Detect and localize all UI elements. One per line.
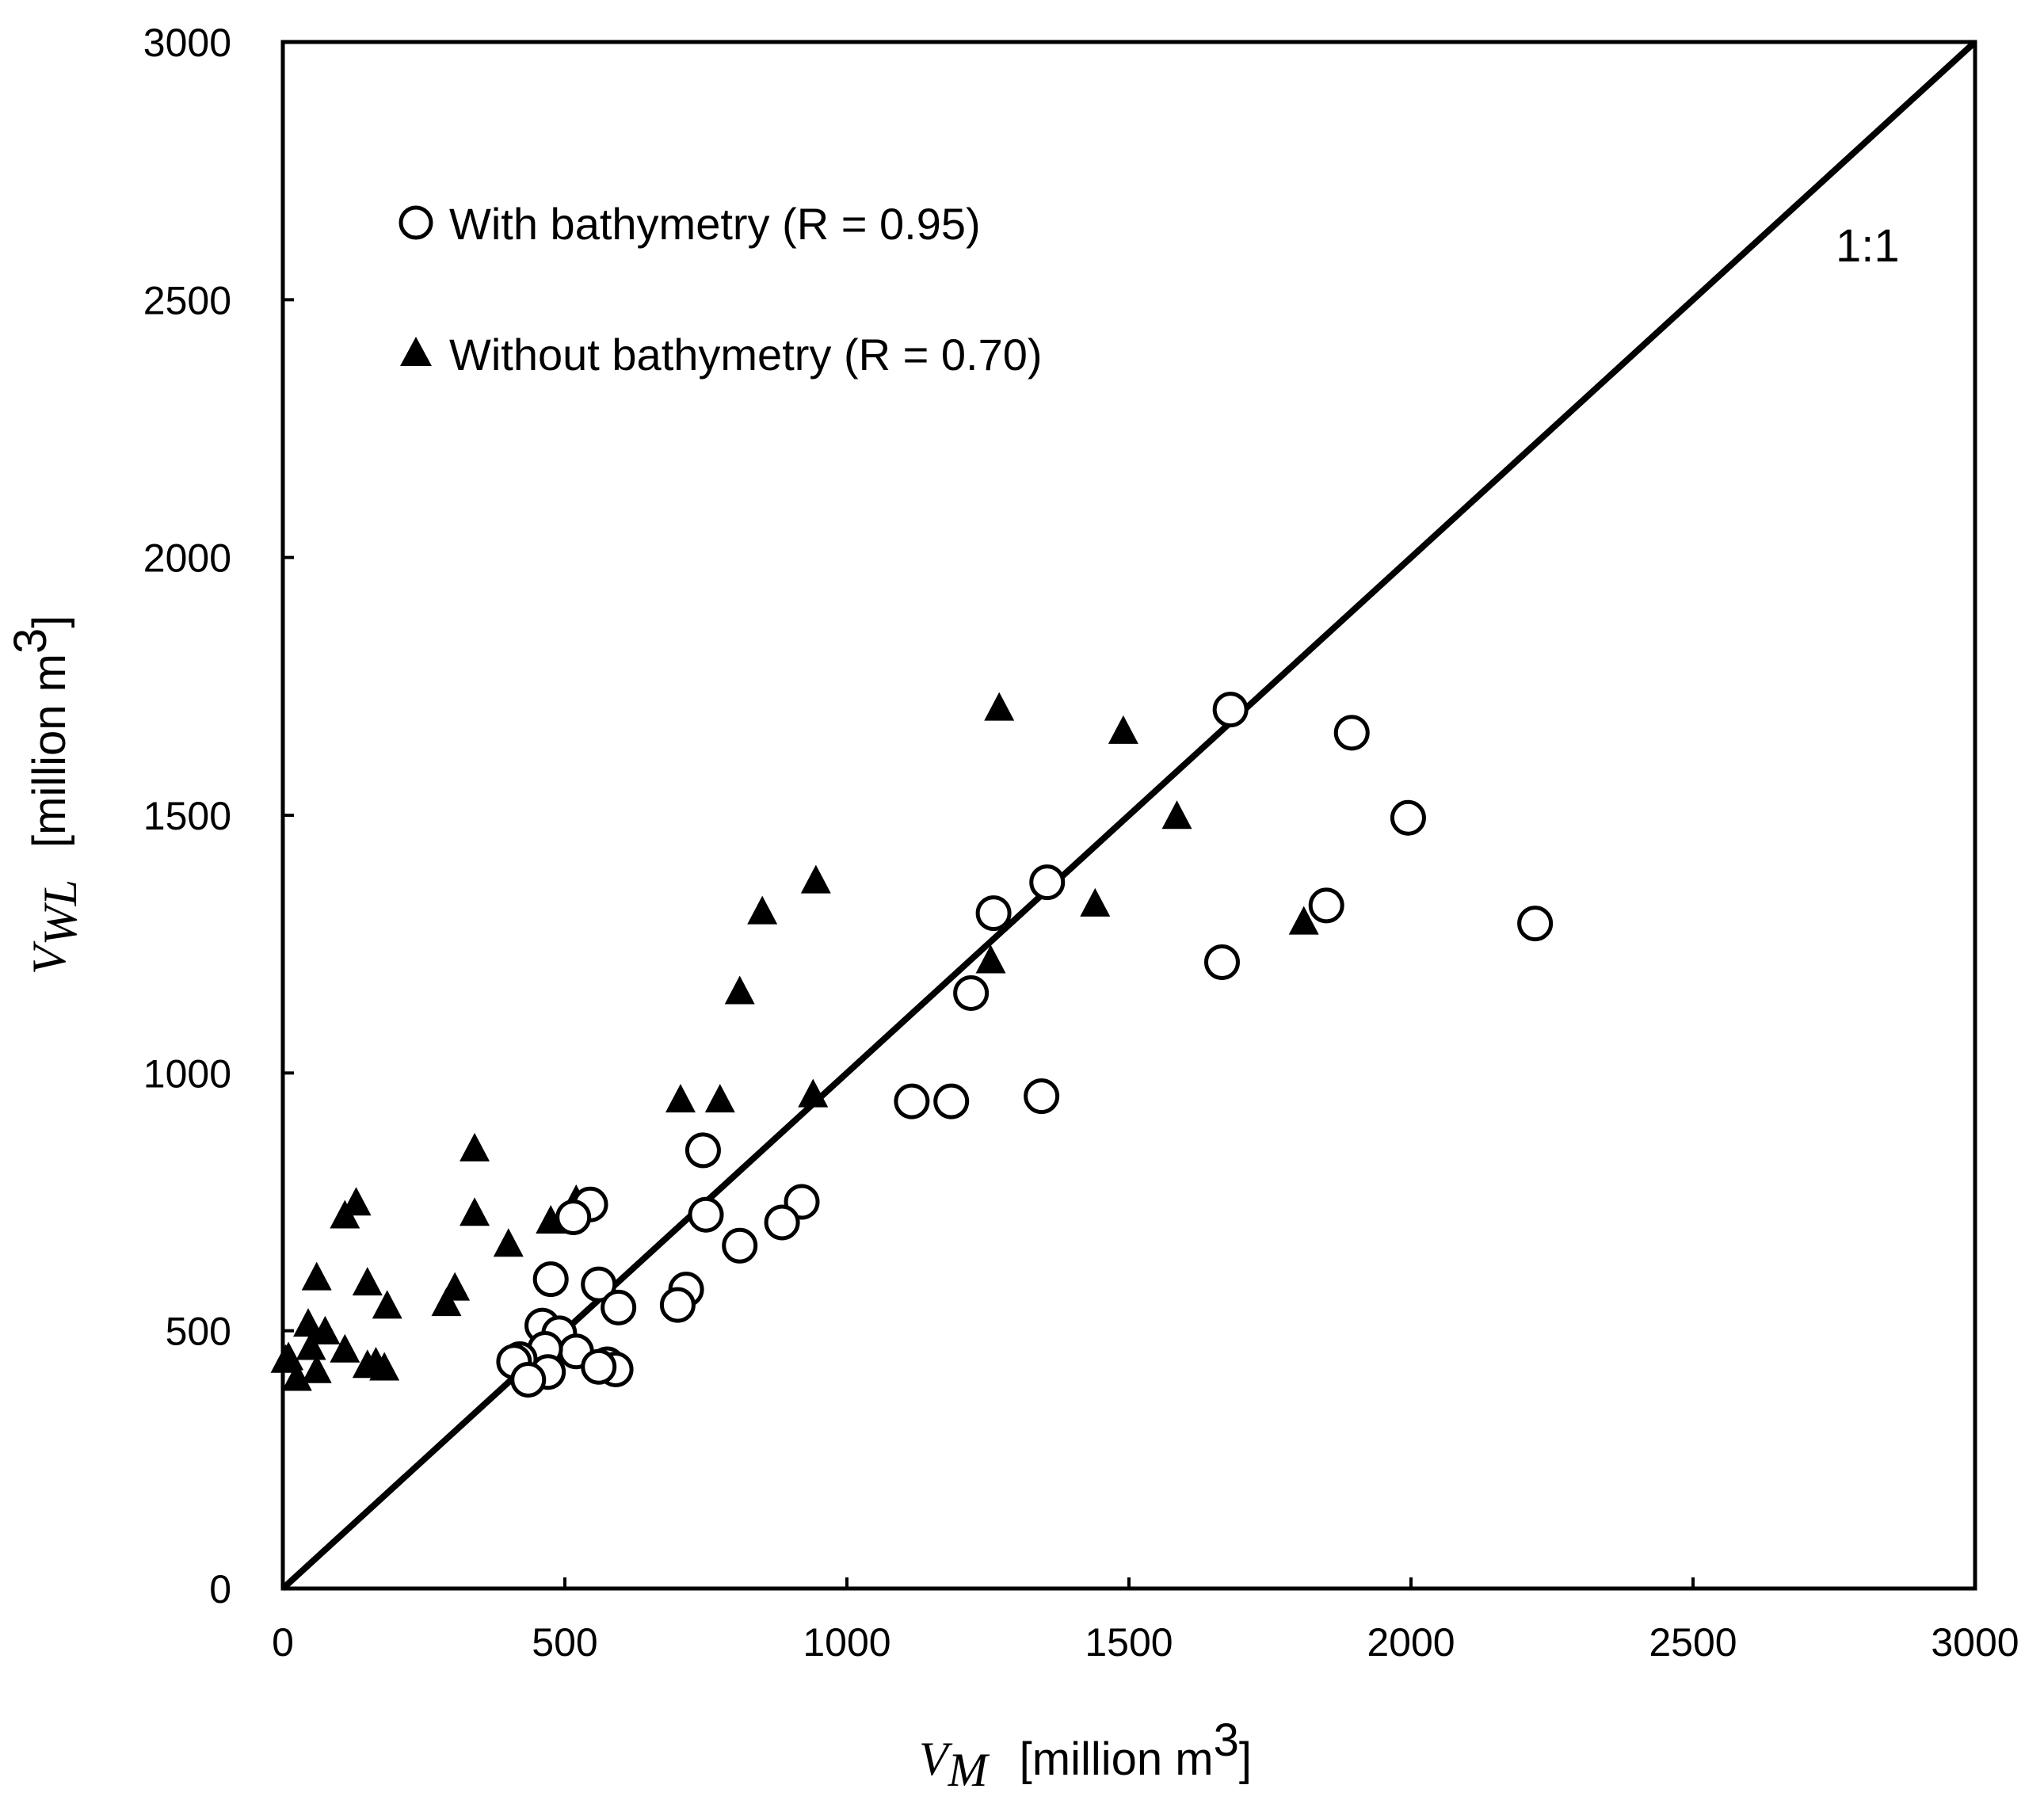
without-bathymetry-point — [724, 975, 755, 1005]
with-bathymetry-point — [953, 974, 990, 1011]
without-bathymetry-point — [281, 1362, 312, 1391]
with-bathymetry-point — [894, 1083, 930, 1119]
x-axis-variable-subscript: M — [948, 1744, 990, 1796]
x-axis-variable: V — [919, 1733, 953, 1785]
with-bathymetry-point — [933, 1083, 970, 1119]
x-tick-label: 1000 — [803, 1620, 890, 1665]
x-tick-label: 1500 — [1085, 1620, 1173, 1665]
without-bathymetry-point — [984, 692, 1015, 721]
without-bathymetry-point — [798, 1078, 829, 1108]
without-bathymetry-point — [1161, 800, 1192, 830]
with-bathymetry-point — [975, 895, 1012, 932]
y-tick-label: 1000 — [143, 1051, 231, 1096]
with-bathymetry-point — [1203, 944, 1240, 980]
without-bathymetry-point — [301, 1261, 332, 1291]
with-bathymetry-point — [1390, 799, 1426, 836]
y-axis-title: VWL [million m3] — [5, 616, 86, 974]
without-bathymetry-point — [431, 1287, 462, 1317]
without-bathymetry-point — [800, 864, 831, 894]
without-bathymetry-point — [1080, 887, 1111, 917]
x-axis-ticks: 0 500 1000 1500 2000 2500 3000 — [272, 1577, 2019, 1665]
without-bathymetry-point — [372, 1290, 402, 1319]
without-bathymetry-point — [310, 1315, 341, 1344]
with-bathymetry-point — [555, 1199, 592, 1236]
without-bathymetry-point — [330, 1199, 360, 1229]
with-bathymetry-point — [659, 1287, 696, 1323]
y-tick-label: 500 — [166, 1310, 231, 1354]
legend-filled-triangle-marker — [400, 337, 432, 366]
y-axis-unit-superscript: 3 — [5, 628, 56, 654]
x-axis-unit-close: ] — [1239, 1733, 1252, 1785]
x-tick-label: 2500 — [1649, 1620, 1737, 1665]
without-bathymetry-point — [293, 1308, 324, 1337]
y-axis-unit-close: ] — [24, 616, 75, 628]
with-bathymetry-point — [1333, 715, 1370, 751]
with-bathymetry-point — [601, 1289, 637, 1325]
x-tick-label: 500 — [532, 1620, 597, 1665]
without-bathymetry-point — [270, 1344, 301, 1373]
y-axis-ticks: 0 500 1000 1500 2000 2500 3000 — [143, 21, 294, 1611]
with-bathymetry-point — [510, 1361, 547, 1398]
y-axis-variable: V — [23, 940, 75, 974]
without-bathymetry-point — [975, 944, 1006, 974]
y-tick-label: 0 — [209, 1567, 231, 1611]
data-marks-group — [270, 692, 1554, 1398]
with-bathymetry-point — [1024, 1078, 1060, 1115]
without-bathymetry-point — [352, 1267, 383, 1296]
with-bathymetry-point — [1212, 692, 1249, 728]
legend-open-circle-marker — [399, 205, 433, 240]
without-bathymetry-point — [296, 1331, 326, 1360]
x-axis-unit: [million m — [1020, 1733, 1214, 1785]
without-bathymetry-point — [352, 1349, 383, 1379]
y-axis-unit: [million m — [24, 654, 75, 848]
without-bathymetry-point — [747, 895, 778, 925]
x-tick-label: 2000 — [1367, 1620, 1455, 1665]
legend-label-without-bathymetry: Without bathymetry (R = 0.70) — [449, 330, 1043, 379]
without-bathymetry-point — [460, 1132, 490, 1161]
without-bathymetry-point — [301, 1354, 332, 1383]
y-tick-label: 2000 — [143, 536, 231, 581]
with-bathymetry-point — [581, 1348, 617, 1385]
y-tick-label: 3000 — [143, 21, 231, 65]
with-bathymetry-point — [685, 1132, 721, 1169]
with-bathymetry-point — [581, 1266, 617, 1302]
x-axis-title: VM [million m3] — [919, 1714, 1252, 1796]
legend: With bathymetry (R = 0.95) Without bathy… — [399, 199, 1043, 379]
x-axis-unit-superscript: 3 — [1214, 1714, 1239, 1766]
y-axis-variable-subscript: WL — [34, 879, 86, 945]
x-tick-label: 0 — [272, 1620, 294, 1665]
without-bathymetry-point — [460, 1197, 490, 1226]
with-bathymetry-point — [764, 1204, 800, 1241]
legend-label-with-bathymetry: With bathymetry (R = 0.95) — [449, 199, 981, 249]
y-tick-label: 1500 — [143, 794, 231, 838]
without-bathymetry-point — [493, 1228, 524, 1257]
without-bathymetry-point — [1288, 906, 1319, 935]
with-bathymetry-point — [1308, 887, 1344, 924]
with-bathymetry-point — [532, 1261, 569, 1298]
one-to-one-annotation: 1:1 — [1836, 220, 1900, 272]
y-tick-label: 2500 — [143, 278, 231, 322]
with-bathymetry-point — [1029, 864, 1066, 901]
with-bathymetry-point — [722, 1227, 758, 1264]
with-bathymetry-point — [688, 1196, 724, 1233]
with-bathymetry-point — [1517, 906, 1554, 942]
without-bathymetry-point — [330, 1333, 360, 1363]
without-bathymetry-point — [704, 1084, 735, 1113]
without-bathymetry-point — [1108, 715, 1138, 744]
x-tick-label: 3000 — [1931, 1620, 2019, 1665]
without-bathymetry-point — [665, 1084, 696, 1113]
